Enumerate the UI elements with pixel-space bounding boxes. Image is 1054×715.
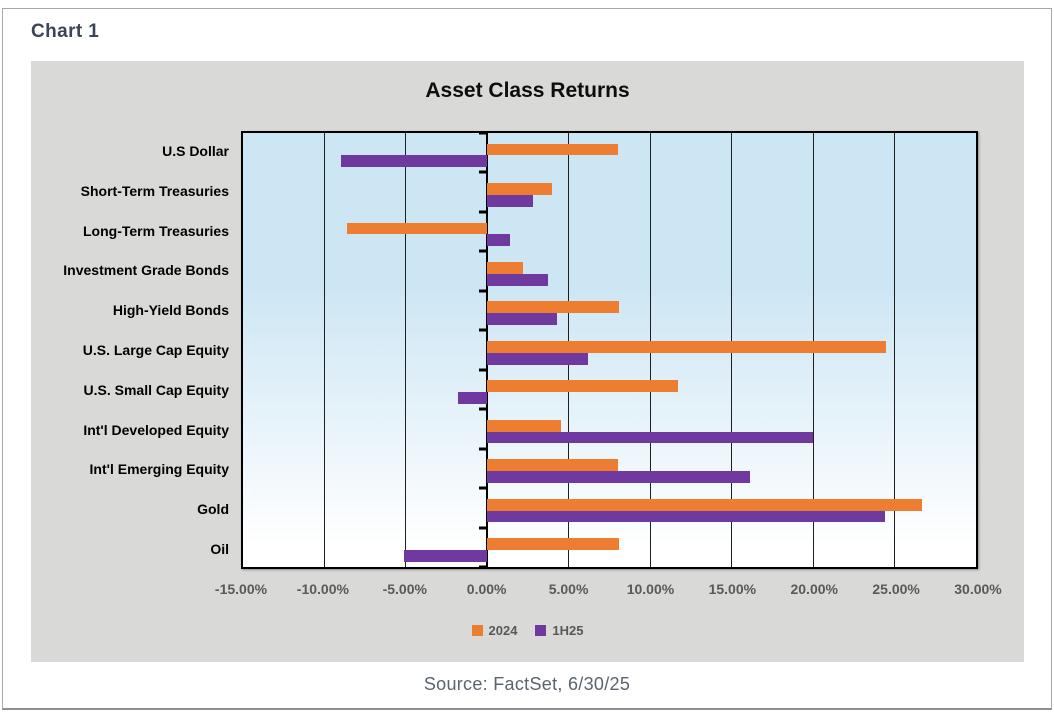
bar-row-u-s-small-cap-equity — [243, 370, 976, 409]
bar-row-gold — [243, 488, 976, 527]
bar-2024-u-s-large-cap-equity — [487, 340, 887, 353]
bar-2024-u-s-dollar — [487, 143, 618, 156]
x-tick-label: -5.00% — [382, 581, 427, 597]
category-axis-tick — [479, 249, 487, 253]
x-axis-labels: -15.00% -10.00% -5.00% 0.00% 5.00% 10.00% 15.0… — [215, 581, 1002, 601]
category-label-high-yield-bonds: High-Yield Bonds — [112, 302, 229, 319]
gridline — [405, 133, 407, 567]
category-axis-tick — [479, 289, 487, 293]
category-axis-tick — [479, 368, 487, 372]
category-label-u-s-small-cap-equity: U.S. Small Cap Equity — [83, 381, 229, 398]
category-label-gold: Gold — [197, 501, 229, 518]
bar-2024-int-l-developed-equity — [487, 419, 561, 432]
source-note: Source: FactSet, 6/30/25 — [423, 674, 631, 694]
bar-1h25-u-s-small-cap-equity — [458, 392, 488, 405]
bar-2024-gold — [487, 498, 923, 511]
legend-swatch-2024 — [471, 625, 483, 636]
category-axis-tick — [479, 526, 487, 530]
bar-row-oil — [243, 528, 976, 567]
bar-2024-long-term-treasuries — [347, 222, 488, 235]
category-axis-tick — [479, 447, 487, 451]
bar-row-int-l-emerging-equity — [243, 449, 976, 488]
category-label-short-term-treasuries: Short-Term Treasuries — [80, 182, 229, 199]
category-axis-labels: U.S Dollar Short-Term Treasuries Long-Term… — [31, 131, 229, 569]
category-axis-tick — [479, 131, 487, 135]
x-tick-label: 0.00% — [466, 581, 507, 597]
bar-1h25-high-yield-bonds — [487, 313, 558, 326]
bar-2024-u-s-small-cap-equity — [487, 380, 678, 393]
x-tick-label: 5.00% — [548, 581, 589, 597]
chart-title: Asset Class Returns — [425, 79, 630, 102]
bar-1h25-int-l-emerging-equity — [487, 471, 750, 483]
category-axis-tick — [479, 210, 487, 214]
bar-2024-investment-grade-bonds — [487, 262, 524, 274]
bar-2024-short-term-treasuries — [487, 183, 553, 195]
category-label-oil: Oil — [210, 541, 229, 558]
bar-1h25-gold — [487, 510, 885, 523]
bar-2024-high-yield-bonds — [487, 301, 620, 314]
gridline — [323, 133, 325, 567]
bar-row-int-l-developed-equity — [243, 409, 976, 448]
bar-1h25-investment-grade-bonds — [487, 273, 548, 286]
category-axis-tick — [479, 170, 487, 174]
category-axis-tick — [479, 565, 487, 569]
category-label-u-s-large-cap-equity: U.S. Large Cap Equity — [82, 341, 229, 358]
bar-row-u-s-large-cap-equity — [243, 330, 976, 369]
bar-2024-oil — [487, 538, 620, 550]
bar-row-long-term-treasuries — [243, 212, 976, 251]
x-tick-label: 20.00% — [790, 581, 838, 597]
page-frame: Chart 1 Asset Class Returns U.S Dollar Sh… — [2, 8, 1052, 710]
chart-panel: Asset Class Returns U.S Dollar Short-Term… — [31, 61, 1024, 662]
bar-1h25-u-s-large-cap-equity — [487, 352, 589, 365]
chart-number-label: Chart 1 — [31, 21, 100, 42]
legend-label-2024: 2024 — [488, 623, 518, 638]
category-label-int-l-emerging-equity: Int'l Emerging Equity — [89, 461, 229, 478]
legend-label-1h25: 1H25 — [552, 623, 584, 638]
bar-2024-int-l-emerging-equity — [487, 459, 618, 472]
bar-row-investment-grade-bonds — [243, 251, 976, 290]
category-label-long-term-treasuries: Long-Term Treasuries — [82, 222, 229, 239]
bar-1h25-short-term-treasuries — [487, 194, 533, 207]
x-tick-label: 15.00% — [708, 581, 757, 597]
x-tick-label: -15.00% — [214, 581, 268, 597]
category-axis-tick — [479, 407, 487, 411]
bar-row-short-term-treasuries — [243, 172, 976, 211]
bar-row-high-yield-bonds — [243, 291, 976, 330]
category-axis-tick — [479, 486, 487, 490]
x-tick-label: -10.00% — [296, 581, 349, 597]
legend-item-1h25: 1H25 — [535, 623, 584, 638]
bar-1h25-oil — [404, 550, 488, 562]
x-tick-label: 25.00% — [872, 581, 920, 597]
bar-1h25-long-term-treasuries — [487, 234, 511, 247]
legend: 2024 1H25 — [31, 623, 1024, 638]
legend-item-2024: 2024 — [471, 623, 518, 638]
bar-1h25-u-s-dollar — [340, 155, 488, 168]
category-label-investment-grade-bonds: Investment Grade Bonds — [63, 262, 229, 279]
bar-1h25-int-l-developed-equity — [487, 431, 814, 444]
x-tick-label: 30.00% — [954, 581, 1002, 597]
x-tick-label: 10.00% — [626, 581, 675, 597]
plot-area — [241, 131, 978, 569]
category-axis-tick — [479, 328, 487, 332]
legend-swatch-1h25 — [535, 625, 547, 636]
bar-row-u-s-dollar — [243, 133, 976, 172]
category-label-u-s-dollar: U.S Dollar — [162, 142, 229, 159]
category-label-int-l-developed-equity: Int'l Developed Equity — [83, 421, 229, 438]
gridline — [894, 133, 896, 567]
